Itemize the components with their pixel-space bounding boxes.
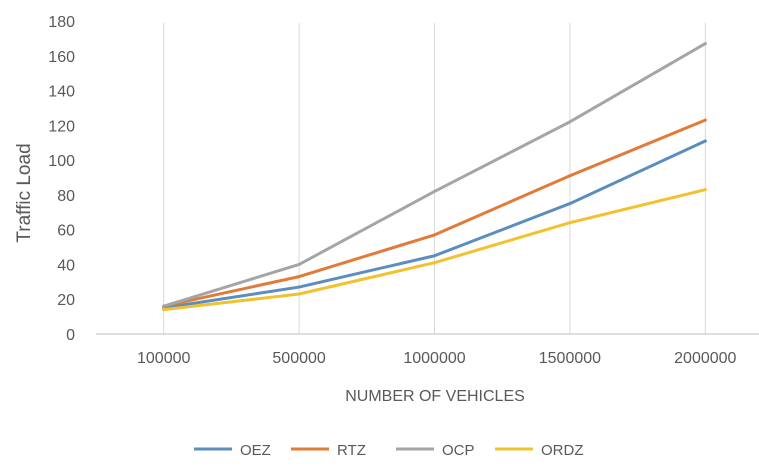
x-tick-label-1000000: 1000000 [403,350,465,367]
data-point-ordz-2000000 [703,188,707,192]
data-point-oez-500000 [297,285,301,289]
data-point-rtz-2000000 [703,118,707,122]
legend-label-ocp: OCP [442,442,475,459]
y-tick-label-100: 100 [48,153,75,170]
data-point-rtz-1500000 [568,174,572,178]
legend-item-ordz: ORDZ [495,442,584,459]
data-point-oez-2000000 [703,139,707,143]
y-tick-label-180: 180 [48,14,75,31]
data-point-rtz-500000 [297,275,301,279]
legend-label-oez: OEZ [240,442,271,459]
x-tick-label-1500000: 1500000 [539,350,601,367]
y-tick-label-140: 140 [48,84,75,101]
y-axis-title: Traffic Load [14,143,35,242]
data-point-oez-1500000 [568,202,572,206]
legend-item-rtz: RTZ [291,442,366,459]
series-lines [162,42,707,312]
data-point-ordz-1500000 [568,221,572,225]
data-point-ordz-100000 [162,308,166,312]
data-point-ordz-500000 [297,292,301,296]
y-tick-label-0: 0 [66,327,75,344]
x-tick-label-2000000: 2000000 [674,350,736,367]
x-tick-label-100000: 100000 [137,350,190,367]
data-point-ocp-1500000 [568,120,572,124]
data-point-rtz-1000000 [433,233,436,237]
legend-label-rtz: RTZ [337,442,366,459]
y-tick-label-80: 80 [57,188,75,205]
y-tick-label-20: 20 [57,292,75,309]
legend-item-ocp: OCP [396,442,475,459]
legend-label-ordz: ORDZ [541,442,584,459]
data-point-oez-1000000 [433,254,436,258]
data-point-ocp-1000000 [433,189,436,193]
legend: OEZ RTZ OCP ORDZ [194,442,584,459]
data-point-ocp-100000 [162,304,166,308]
x-tick-label-500000: 500000 [272,350,325,367]
x-axis-title: NUMBER OF VEHICLES [345,388,525,405]
y-tick-label-120: 120 [48,118,75,135]
y-tick-label-40: 40 [57,257,75,274]
data-point-ocp-2000000 [703,42,707,46]
y-tick-label-60: 60 [57,223,75,240]
data-point-ordz-1000000 [433,261,436,265]
y-tick-label-160: 160 [48,49,75,66]
gridlines [163,23,706,334]
tick-labels: 0 20 40 60 80 100 120 140 160 180 100000 500000 1000… [48,14,736,367]
data-point-ocp-500000 [297,262,301,266]
legend-item-oez: OEZ [194,442,271,459]
